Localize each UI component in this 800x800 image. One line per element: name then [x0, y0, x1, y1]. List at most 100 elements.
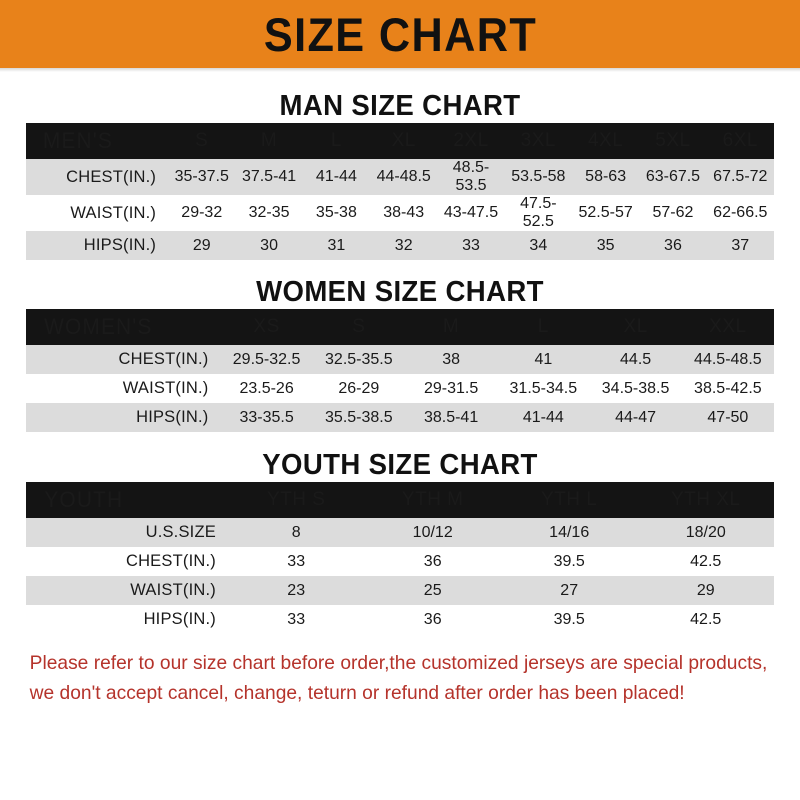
man-cell-r0-c1: 37.5-41 [241, 168, 297, 185]
man-cell-r1-c0: 29-32 [181, 204, 223, 221]
youth-size-header-0: YTH S [266, 489, 326, 510]
table-row: HIPS(IN.) 29 30 31 32 33 34 35 36 37 [26, 231, 774, 260]
man-cell-r0-c2: 41-44 [315, 168, 357, 185]
youth-section-title: YOUTH SIZE CHART [262, 449, 538, 481]
man-cell-r2-c2: 31 [327, 236, 346, 254]
man-cell-r2-c6: 35 [596, 236, 615, 254]
table-row: CHEST(IN.) 29.5-32.5 32.5-35.5 38 41 44.5 44.5… [26, 345, 774, 374]
youth-cell-r2-c1: 25 [423, 581, 442, 599]
youth-cell-r0-c0: 8 [291, 523, 301, 541]
women-size-header-2: M [442, 316, 460, 337]
youth-cell-r3-c0: 33 [287, 610, 306, 628]
man-cell-r0-c0: 35-37.5 [174, 168, 229, 185]
women-cell-r2-c5: 47-50 [707, 408, 749, 426]
women-header-row: WOMEN'S XS S M L XL XXL [26, 309, 774, 345]
women-size-table: WOMEN'S XS S M L XL XXL CHEST(IN.) 29.5-32.5 32.… [26, 309, 774, 432]
man-cell-r1-c6: 52.5-57 [578, 204, 633, 221]
man-row-label-header: MEN'S [42, 128, 113, 153]
table-row: WAIST(IN.) 29-32 32-35 35-38 38-43 43-47.5 47.… [26, 195, 774, 231]
man-cell-r0-c5: 53.5-58 [511, 168, 566, 185]
youth-cell-r1-c2: 39.5 [553, 552, 585, 570]
women-row-label-header: WOMEN'S [44, 314, 153, 339]
man-cell-r2-c1: 30 [260, 236, 278, 254]
man-cell-r2-c4: 33 [462, 236, 480, 254]
youth-cell-r3-c1: 36 [423, 610, 442, 628]
man-cell-r0-c4: 48.5-53.5 [452, 159, 490, 194]
youth-cell-r0-c3: 18/20 [685, 523, 726, 541]
man-cell-r0-c3: 44-48.5 [376, 168, 431, 185]
man-size-header-0: S [195, 130, 209, 151]
women-cell-r1-c4: 34.5-38.5 [601, 379, 670, 397]
table-row: CHEST(IN.) 33 36 39.5 42.5 [26, 547, 774, 576]
youth-size-header-1: YTH M [401, 489, 464, 510]
man-row-label-0: CHEST(IN.) [66, 167, 157, 186]
man-header-row: MEN'S S M L XL 2XL 3XL 4XL 5XL 6XL [26, 123, 774, 159]
man-size-table: MEN'S S M L XL 2XL 3XL 4XL 5XL 6XL CHEST(IN.) 35-3… [26, 123, 774, 260]
youth-cell-r2-c3: 29 [696, 581, 715, 599]
man-size-header-1: M [260, 130, 278, 151]
youth-row-label-3: HIPS(IN.) [143, 610, 216, 628]
youth-row-label-2: WAIST(IN.) [130, 581, 216, 599]
women-cell-r1-c2: 29-31.5 [423, 379, 479, 397]
man-cell-r2-c3: 32 [394, 236, 413, 254]
women-cell-r0-c3: 41 [534, 350, 553, 368]
man-row-label-1: WAIST(IN.) [70, 203, 157, 222]
women-size-header-0: XS [253, 316, 280, 337]
man-size-header-2: L [330, 130, 342, 151]
table-row: CHEST(IN.) 35-37.5 37.5-41 41-44 44-48.5 48.5… [26, 159, 774, 195]
man-cell-r1-c3: 38-43 [383, 204, 425, 221]
man-cell-r0-c6: 58-63 [585, 168, 627, 185]
women-row-label-1: WAIST(IN.) [122, 379, 209, 397]
man-cell-r1-c2: 35-38 [315, 204, 357, 221]
footer-note-line-2: we don't accept cancel, change, teturn o… [29, 682, 685, 704]
women-cell-r2-c4: 44-47 [615, 408, 657, 426]
man-cell-r2-c8: 37 [731, 236, 750, 254]
man-cell-r1-c8: 62-66.5 [713, 204, 768, 221]
youth-cell-r0-c2: 14/16 [549, 523, 590, 541]
women-size-header-4: XL [623, 316, 648, 337]
man-section-title: MAN SIZE CHART [279, 90, 521, 122]
table-row: HIPS(IN.) 33 36 39.5 42.5 [26, 605, 774, 634]
women-cell-r2-c3: 41-44 [522, 408, 564, 426]
banner-shadow [0, 68, 800, 72]
man-size-header-8: 6XL [722, 130, 758, 151]
women-section-title: WOMEN SIZE CHART [256, 276, 544, 308]
women-cell-r0-c5: 44.5-48.5 [694, 350, 762, 368]
youth-chart-wrap: YOUTH YTH S YTH M YTH L YTH XL U.S.SIZE 8 10/1… [0, 482, 800, 634]
table-row: WAIST(IN.) 23 25 27 29 [26, 576, 774, 605]
women-cell-r0-c2: 38 [442, 350, 460, 368]
women-cell-r1-c5: 38.5-42.5 [694, 379, 762, 397]
man-row-label-2: HIPS(IN.) [83, 236, 157, 254]
youth-size-header-3: YTH XL [670, 489, 741, 510]
women-cell-r2-c1: 35.5-38.5 [325, 408, 393, 426]
footer-note-line-1: Please refer to our size chart before or… [29, 652, 768, 674]
man-cell-r1-c5: 47.5-52.5 [520, 195, 557, 230]
man-cell-r0-c8: 67.5-72 [713, 168, 768, 185]
youth-cell-r3-c3: 42.5 [690, 610, 722, 628]
women-cell-r0-c4: 44.5 [620, 350, 652, 368]
women-chart-wrap: WOMEN'S XS S M L XL XXL CHEST(IN.) 29.5-32.5 32.… [0, 309, 800, 432]
man-cell-r2-c0: 29 [192, 236, 211, 254]
women-size-header-1: S [352, 316, 366, 337]
women-size-header-3: L [537, 316, 549, 337]
women-size-header-5: XXL [709, 316, 747, 337]
women-cell-r2-c0: 33-35.5 [239, 408, 294, 426]
youth-cell-r2-c2: 27 [560, 581, 579, 599]
youth-cell-r1-c0: 33 [287, 552, 306, 570]
women-cell-r1-c1: 26-29 [338, 379, 380, 397]
youth-row-label-header: YOUTH [44, 487, 124, 512]
man-size-header-4: 2XL [453, 130, 489, 151]
women-row-label-2: HIPS(IN.) [136, 408, 209, 426]
youth-cell-r3-c2: 39.5 [553, 610, 585, 628]
page-banner: SIZE CHART [0, 0, 800, 68]
youth-row-label-1: CHEST(IN.) [125, 552, 216, 570]
women-row-label-0: CHEST(IN.) [118, 350, 209, 368]
youth-header-row: YOUTH YTH S YTH M YTH L YTH XL [26, 482, 774, 518]
table-row: U.S.SIZE 8 10/12 14/16 18/20 [26, 518, 774, 547]
man-size-header-5: 3XL [520, 130, 556, 151]
youth-cell-r1-c3: 42.5 [690, 552, 722, 570]
man-size-header-3: XL [391, 130, 416, 151]
women-cell-r2-c2: 38.5-41 [423, 408, 479, 426]
man-cell-r0-c7: 63-67.5 [645, 168, 701, 185]
youth-size-header-2: YTH L [541, 489, 598, 510]
